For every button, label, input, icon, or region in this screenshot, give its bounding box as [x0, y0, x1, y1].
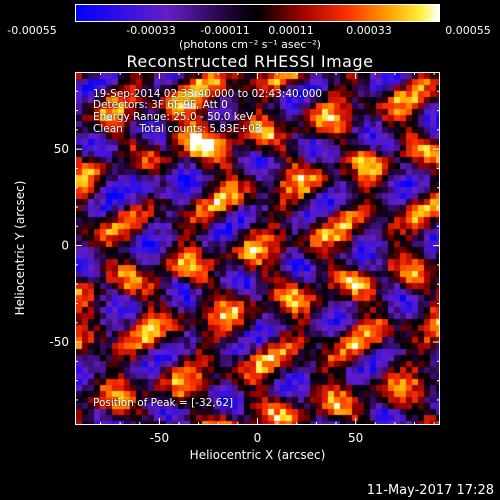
x-tick-label: 50	[348, 431, 363, 445]
colorbar	[75, 4, 440, 22]
annotation-energy-range: Energy Range: 25.0 - 50.0 keV	[93, 111, 254, 123]
x-tick-label: -50	[150, 431, 170, 445]
footer-timestamp: 11-May-2017 17:28	[366, 483, 494, 498]
annotation-time-range: 19-Sep-2014 02:33:40.000 to 02:43:40.000	[93, 88, 323, 100]
y-axis-label: Heliocentric Y (arcsec)	[13, 180, 27, 316]
x-tick-label: 0	[254, 431, 262, 445]
colorbar-unit-label: (photons cm⁻² s⁻¹ asec⁻²)	[179, 38, 321, 51]
chart-title: Reconstructed RHESSI Image	[126, 52, 374, 71]
y-tick-label: -50	[49, 335, 69, 349]
heatmap-image	[76, 73, 439, 424]
colorbar-tick-label: 0.00033	[346, 24, 392, 37]
annotation-detectors: Detectors: 3F 6F 9F, Att 0	[93, 99, 228, 111]
y-tick-label: 50	[54, 142, 69, 156]
x-axis-label: Heliocentric X (arcsec)	[189, 448, 326, 462]
annotation-clean-counts: Clean Total counts: 5.83E+03	[93, 123, 262, 135]
colorbar-tick-label: -0.00011	[200, 24, 250, 37]
y-tick-label: 0	[61, 239, 69, 253]
colorbar-tick-label: 0.00055	[445, 24, 491, 37]
colorbar-tick-label: 0.00011	[268, 24, 314, 37]
colorbar-tick-label: -0.00033	[126, 24, 176, 37]
annotation-peak-position: Position of Peak = [-32,62]	[93, 397, 234, 409]
colorbar-tick-label: -0.00055	[7, 24, 57, 37]
plot-area	[75, 72, 440, 425]
